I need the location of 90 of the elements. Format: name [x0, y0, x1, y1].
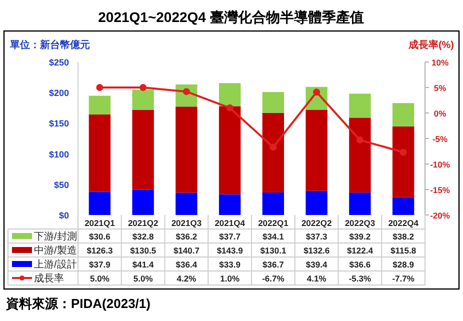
data-label: $130.1 [260, 246, 286, 256]
bar [132, 110, 154, 190]
bar [262, 112, 284, 193]
point [96, 84, 104, 91]
y2-tick-label: 5% [434, 83, 447, 93]
bar [176, 106, 198, 193]
bar [88, 114, 111, 192]
data-label: $30.6 [89, 232, 111, 242]
bar [88, 192, 111, 215]
bar [349, 118, 371, 193]
x-tick-label: 2021Q1 [84, 218, 116, 228]
x-tick-label: 2021Q3 [171, 218, 202, 228]
bar [176, 192, 198, 215]
data-label: $122.4 [346, 246, 374, 256]
x-tick-label: 2022Q2 [301, 218, 332, 228]
data-label: -7.7% [392, 274, 415, 284]
bar [349, 94, 371, 118]
point [400, 148, 407, 156]
bar [349, 192, 371, 215]
y-tick-label: $50 [54, 180, 69, 190]
source-note: 資料來源：PIDA(2023/1) [5, 296, 150, 311]
data-label: 1.0% [220, 274, 240, 284]
data-label: -6.7% [262, 274, 285, 284]
x-tick-label: 2021Q2 [128, 218, 158, 228]
data-label: $39.2 [349, 232, 371, 242]
data-label: $130.5 [130, 246, 156, 256]
y-tick-label: $150 [48, 118, 69, 129]
y-tick-label: $100 [48, 149, 69, 160]
point [356, 136, 364, 144]
data-label: $33.9 [219, 260, 241, 270]
bar [88, 96, 111, 115]
bar [306, 110, 328, 191]
data-label: $37.9 [89, 260, 111, 270]
data-label: $36.6 [349, 260, 371, 270]
data-label: $34.1 [262, 232, 284, 242]
data-label: $36.4 [176, 260, 198, 270]
y-tick-label: $0 [58, 210, 69, 220]
bar [218, 106, 241, 194]
y-tick-label: $200 [48, 88, 69, 98]
y2-tick-label: -5% [432, 134, 448, 144]
legend-label: 中游/製造 [34, 244, 77, 256]
data-label: $28.9 [392, 260, 414, 270]
data-label: $143.9 [216, 246, 244, 256]
data-label: $37.7 [219, 232, 241, 242]
y-tick-label: $250 [48, 58, 69, 68]
data-label: 5.0% [133, 274, 154, 284]
x-tick-label: 2021Q4 [214, 218, 246, 228]
data-label: $36.2 [176, 232, 198, 242]
legend-label: 上游/設計 [34, 258, 77, 270]
point [313, 88, 320, 96]
point [226, 104, 234, 112]
bar [132, 190, 154, 215]
bar [392, 197, 414, 215]
x-tick-label: 2022Q3 [344, 218, 376, 228]
legend-label: 下游/封測 [34, 230, 77, 242]
chart-title: 2021Q1~2022Q4 臺灣化合物半導體季產值 [98, 9, 364, 25]
bar [132, 90, 154, 110]
data-label: $37.3 [306, 232, 328, 242]
bar [392, 103, 414, 126]
y-axis-title: 單位：新台幣億元 [9, 39, 90, 51]
x-tick-label: 2022Q4 [388, 218, 419, 228]
point [270, 144, 277, 151]
y2-tick-label: 0% [434, 108, 447, 118]
data-label: $36.7 [262, 260, 284, 270]
y2-tick-label: -15% [430, 185, 450, 195]
bar [392, 126, 414, 198]
data-label: $140.7 [173, 246, 200, 256]
data-label: $115.8 [390, 246, 416, 256]
data-label: $41.4 [132, 260, 154, 270]
legend-label: 成長率 [34, 272, 64, 284]
bar [262, 92, 284, 113]
y2-tick-label: -20% [430, 210, 450, 220]
bar [218, 194, 241, 215]
data-label: $39.4 [306, 260, 328, 270]
data-label: $38.2 [392, 232, 414, 242]
y2-tick-label: -10% [430, 160, 450, 170]
y2-tick-label: 10% [431, 58, 449, 68]
bar [262, 192, 284, 215]
data-label: 4.1% [306, 274, 327, 284]
point [140, 84, 147, 91]
bar [306, 190, 328, 215]
data-label: 5.0% [90, 274, 110, 284]
bar [218, 83, 241, 106]
data-label: $132.6 [304, 246, 330, 256]
data-label: -5.3% [348, 274, 372, 284]
y2-axis-title: 成長率(%) [407, 39, 454, 51]
data-label: $32.8 [132, 232, 154, 242]
data-label: 4.2% [176, 274, 197, 284]
data-label: $126.3 [86, 246, 113, 256]
x-tick-label: 2022Q1 [258, 218, 289, 228]
